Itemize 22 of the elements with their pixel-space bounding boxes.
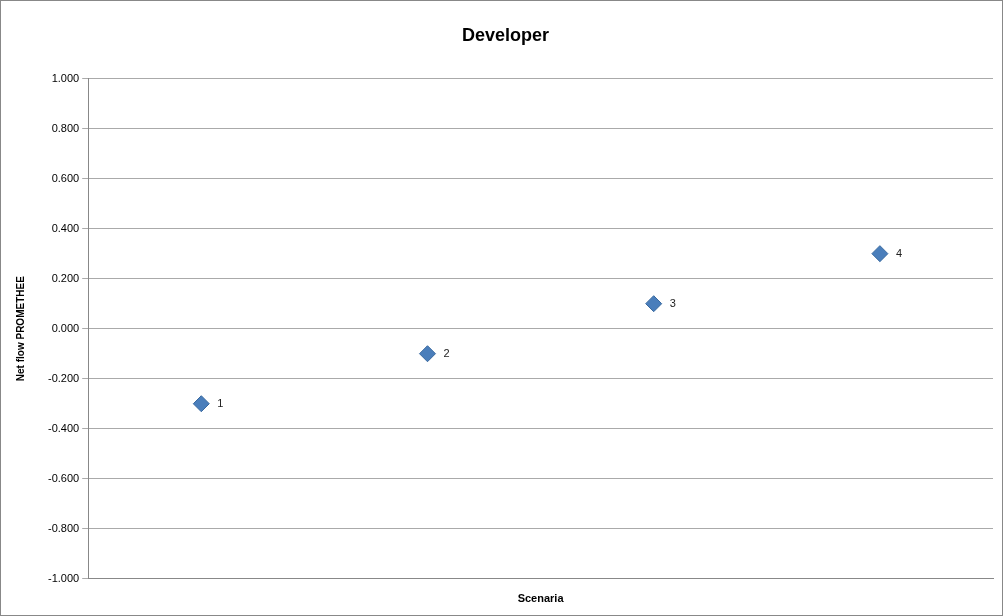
y-axis-title: Net flow PROMETHEE (14, 275, 26, 382)
y-tick-label: 0.000 (51, 321, 80, 334)
y-tick-label: 0.800 (51, 121, 80, 134)
y-tick-label: 1.000 (51, 71, 80, 84)
point (418, 345, 436, 363)
x-axis-title: Scenaria (517, 592, 565, 605)
point (871, 245, 889, 263)
y-tick-label: -0.200 (47, 371, 80, 384)
y-tick-label: 0.400 (51, 221, 80, 234)
y-tick-label: -0.400 (47, 421, 80, 434)
y-tick-label: -0.800 (47, 521, 80, 534)
y-tick-label: -1.000 (47, 571, 80, 584)
x-tick-label: 4 (895, 246, 903, 259)
chart-title: Developer (461, 24, 550, 45)
point (645, 295, 663, 313)
y-tick-label: -0.600 (47, 471, 80, 484)
x-tick-label: 3 (669, 296, 676, 309)
x-tick-label: 2 (443, 346, 450, 359)
y-tick-label: 0.200 (51, 271, 80, 284)
y-tick-label: 0.600 (51, 171, 80, 184)
point (192, 395, 210, 413)
x-tick-label: 1 (217, 396, 224, 409)
